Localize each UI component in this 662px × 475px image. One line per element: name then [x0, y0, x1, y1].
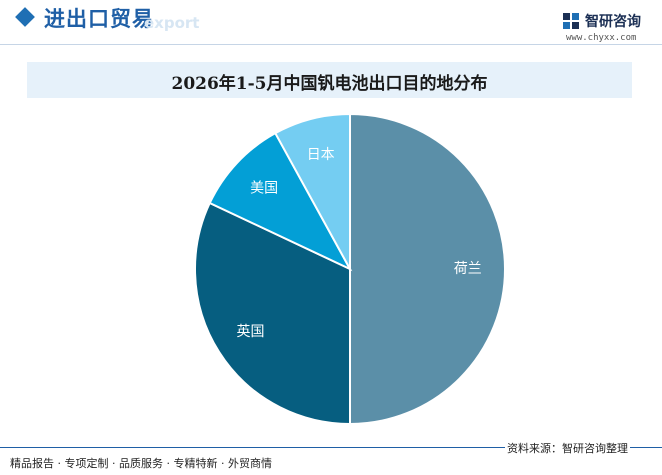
chart-title: 2026年1-5月中国钒电池出口目的地分布 — [171, 74, 488, 94]
pie-label-0: 荷兰 — [454, 261, 482, 277]
header-divider — [0, 44, 662, 45]
footer-services: 精品报告 · 专项定制 · 品质服务 · 专精特新 · 外贸商情 — [10, 457, 272, 470]
footer-divider — [0, 447, 662, 448]
section-title: 进出口贸易 — [44, 7, 154, 31]
company-name: 智研咨询 — [585, 14, 641, 30]
company-url: www.chyxx.com — [566, 33, 637, 43]
pie-slice-2 — [208, 131, 353, 272]
section-watermark: export — [144, 14, 200, 32]
chart-title-band: 2026年1-5月中国钒电池出口目的地分布 — [27, 62, 632, 98]
company-logo-icon — [563, 13, 579, 29]
pie-label-3: 日本 — [307, 147, 335, 163]
pie-slice-0 — [349, 112, 506, 426]
pie-slice-1 — [194, 201, 351, 426]
pie-label-1: 英国 — [237, 323, 265, 340]
header: 进出口贸易 export 智研咨询 www.chyxx.com — [0, 0, 662, 46]
data-source: 资料来源：智研咨询整理 — [505, 440, 630, 456]
pie-slice-3 — [273, 112, 351, 270]
pie-label-2: 美国 — [250, 180, 278, 196]
